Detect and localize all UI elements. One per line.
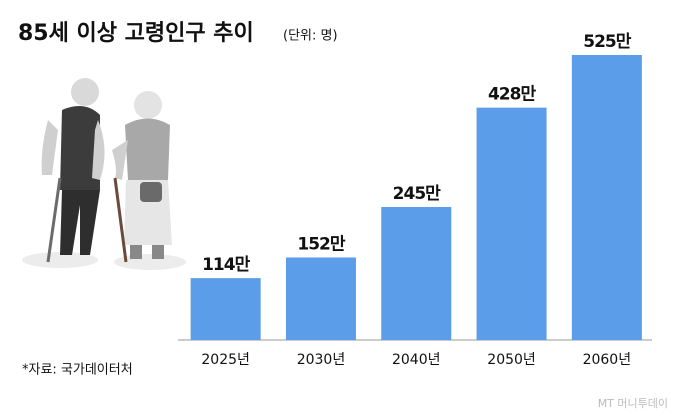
bar [190, 278, 261, 340]
bar [571, 55, 642, 340]
source: *자료: 국가데이터처 [22, 363, 133, 378]
illustration [22, 78, 186, 270]
x-tick-label: 2060년 [583, 352, 632, 368]
bar [476, 107, 547, 341]
bar [285, 257, 356, 340]
value-label: 114만 [202, 255, 250, 275]
x-tick-label: 2040년 [392, 352, 441, 368]
value-label: 152만 [297, 234, 345, 254]
value-label: 245만 [393, 184, 441, 204]
watermark: MT 머니투데이 [598, 397, 668, 410]
value-label: 428만 [488, 85, 536, 105]
x-tick-label: 2025년 [201, 352, 250, 368]
unit-note: (단위: 명) [283, 29, 338, 44]
chart-title: 85세 이상 고령인구 추이 [18, 21, 254, 46]
x-tick-label: 2030년 [297, 352, 346, 368]
bar [381, 207, 452, 340]
x-tick-label: 2050년 [487, 352, 536, 368]
value-label: 525만 [583, 32, 631, 52]
